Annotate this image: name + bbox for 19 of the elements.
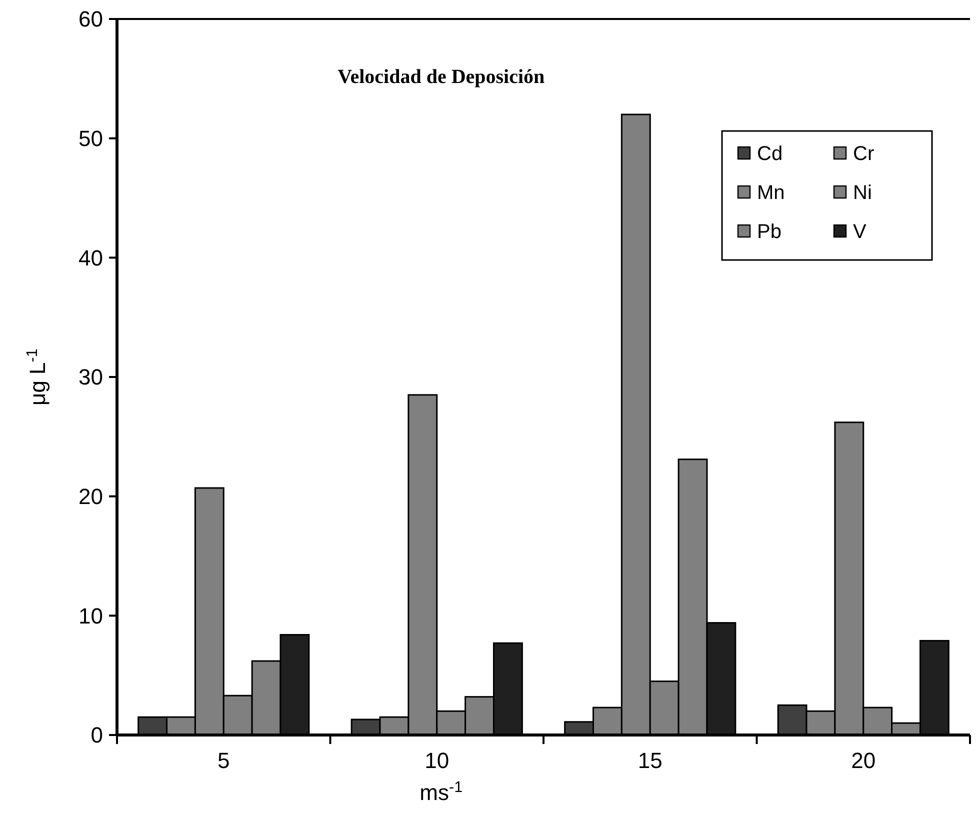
y-tick-label: 0 bbox=[90, 722, 103, 748]
x-tick-label: 15 bbox=[638, 748, 662, 773]
legend-label: Pb bbox=[757, 221, 782, 243]
x-tick-label: 5 bbox=[218, 748, 230, 773]
legend-label: Ni bbox=[853, 182, 872, 204]
x-tick-label: 10 bbox=[424, 748, 450, 773]
y-tick-label: 50 bbox=[78, 126, 103, 152]
legend-label: Cd bbox=[757, 143, 783, 165]
x-axis-title: ms$^{-1}$ bbox=[420, 778, 463, 805]
text: Velocidad de Deposición bbox=[338, 66, 545, 88]
legend-label: Mn bbox=[757, 182, 785, 204]
legend-label: V bbox=[853, 221, 867, 243]
y-tick-label: 60 bbox=[78, 6, 103, 32]
y-tick-label: 10 bbox=[78, 603, 103, 628]
y-tick-label: 40 bbox=[78, 245, 103, 270]
x-tick-label: 20 bbox=[851, 748, 876, 773]
y-tick-label: 30 bbox=[78, 364, 103, 390]
y-tick-label: 20 bbox=[78, 484, 103, 510]
legend-label: Cr bbox=[853, 143, 874, 165]
